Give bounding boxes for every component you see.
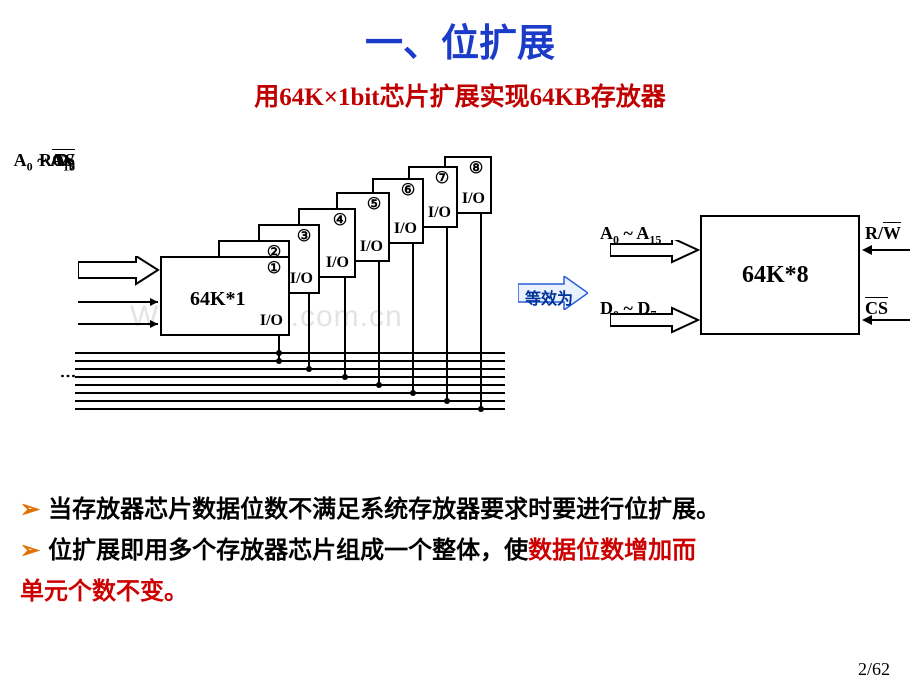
left-arrows: [78, 256, 160, 346]
bullet-2-pre: 位扩展即用多个存放器芯片组成一个整体，使: [48, 538, 528, 564]
subtitle-text: 用64K×1bit芯片扩展实现64KB存放器: [254, 84, 666, 111]
drop-dot-1: [276, 358, 282, 364]
d7-d: D: [56, 150, 69, 170]
d7-sub: 7: [69, 160, 75, 174]
drop-dot-2: [306, 366, 312, 372]
drop-line-2: [308, 294, 310, 369]
bus-line-5: [75, 392, 505, 394]
bullet-mark-2: ➢: [20, 537, 40, 564]
bus-line-1: [75, 360, 505, 362]
drop-dot-5: [410, 390, 416, 396]
bus-line-3: [75, 376, 505, 378]
bullet-2-cont: 单元个数不变。: [20, 572, 900, 613]
chip-1: ① I/O 64K*1: [160, 256, 290, 336]
bus-line-2: [75, 368, 505, 370]
chip-num-1: ①: [265, 261, 283, 279]
chip-main-label: 64K*1: [190, 288, 246, 311]
bullet-1-text: 当存放器芯片数据位数不满足系统存放器要求时要进行位扩展。: [48, 497, 720, 523]
diagram: WWW.zixin.com.cn A0 ~ A15 R/W CS D0 ⋮ D7…: [0, 150, 920, 470]
equiv-label: 等效为: [523, 283, 575, 311]
chip-num-3: ③: [295, 229, 313, 247]
bullet-2: ➢ 位扩展即用多个存放器芯片组成一个整体，使数据位数增加而: [20, 531, 900, 572]
chip-num-7: ⑦: [433, 171, 451, 189]
chip-num-5: ⑤: [365, 197, 383, 215]
chip-num-4: ④: [331, 213, 349, 231]
chip-io-8: I/O: [462, 190, 485, 208]
chip-io-5: I/O: [360, 238, 383, 256]
drop-dot-4: [376, 382, 382, 388]
bullet-mark-1: ➢: [20, 496, 40, 523]
chip-io-4: I/O: [326, 254, 349, 272]
chip-num-6: ⑥: [399, 183, 417, 201]
bus-line-4: [75, 384, 505, 386]
subtitle: 用64K×1bit芯片扩展实现64KB存放器: [0, 77, 920, 113]
drop-dot-7: [478, 406, 484, 412]
page-number: 2/62: [858, 659, 890, 680]
page-cur: 2: [858, 659, 867, 679]
drop-dot-3: [342, 374, 348, 380]
chip-io-6: I/O: [394, 220, 417, 238]
drop-line-7: [480, 214, 482, 409]
bullet-2-cont-text: 单元个数不变。: [20, 579, 188, 605]
drop-line-6: [446, 228, 448, 401]
drop-line-3: [344, 278, 346, 377]
drop-line-5: [412, 244, 414, 393]
bus-line-0: [75, 352, 505, 354]
chip-io-7: I/O: [428, 204, 451, 222]
bullet-2-red: 数据位数增加而: [528, 538, 696, 564]
title-text: 一、位扩展: [365, 23, 555, 65]
chip-io-1: I/O: [260, 312, 283, 330]
chip-num-8: ⑧: [467, 161, 485, 179]
equiv-text: 等效为: [525, 291, 573, 308]
page-title: 一、位扩展: [0, 0, 920, 67]
right-arrows: [610, 240, 910, 340]
bus-line-7: [75, 408, 505, 410]
drop-dot-6: [444, 398, 450, 404]
d7-label: D7: [0, 150, 75, 175]
bullet-1: ➢ 当存放器芯片数据位数不满足系统存放器要求时要进行位扩展。: [20, 490, 900, 531]
bullets: ➢ 当存放器芯片数据位数不满足系统存放器要求时要进行位扩展。 ➢ 位扩展即用多个存放…: [20, 490, 900, 612]
page-total: 62: [872, 659, 890, 679]
chip-io-3: I/O: [290, 270, 313, 288]
drop-line-4: [378, 262, 380, 385]
bus-line-6: [75, 400, 505, 402]
